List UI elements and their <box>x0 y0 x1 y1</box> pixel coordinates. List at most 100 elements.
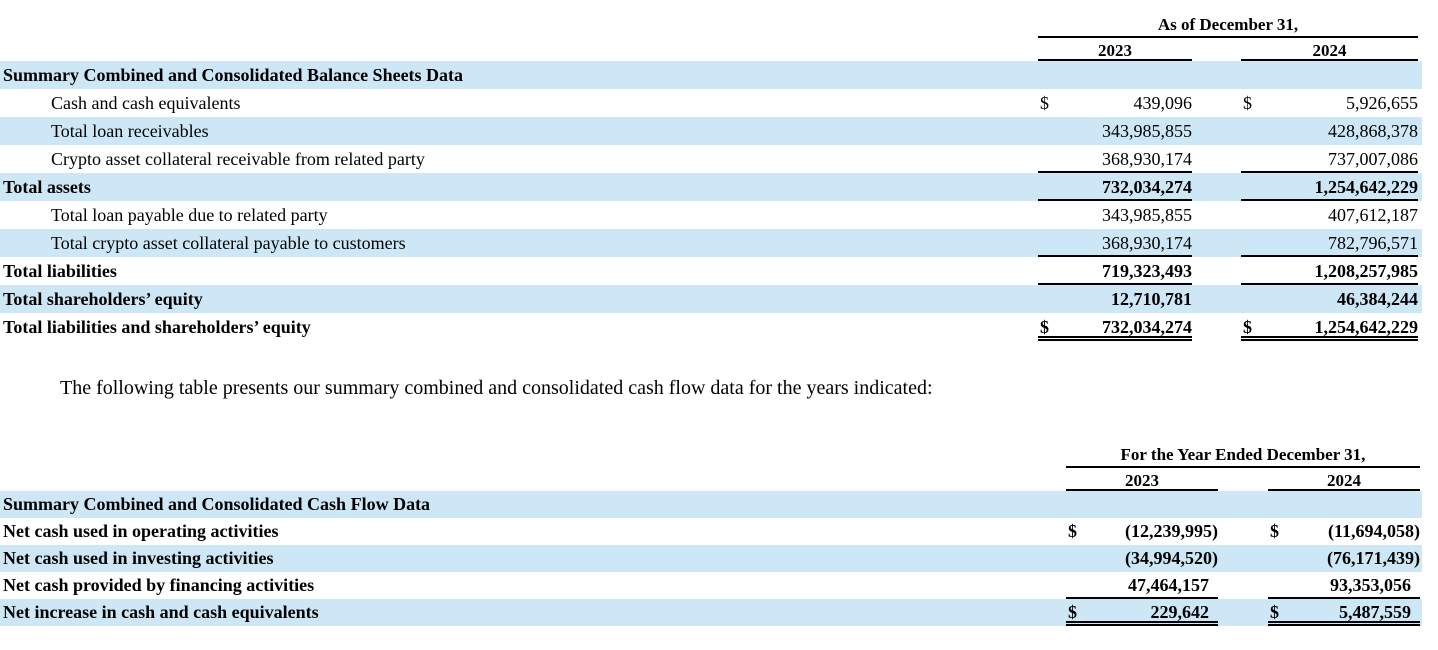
dollar-sign <box>1038 61 1040 89</box>
column-gap <box>1192 38 1241 61</box>
value-cell-2023: 719,323,493 <box>1038 257 1192 285</box>
dollar-sign <box>1241 201 1243 229</box>
table-row: Net cash used in operating activities $ (1… <box>0 518 1422 545</box>
table-row: Crypto asset collateral receivable from … <box>0 145 1422 173</box>
value-cell-2024: 737,007,086 <box>1241 145 1418 173</box>
year-columns: 2023 2024 <box>1066 468 1420 491</box>
dollar-sign <box>1268 545 1270 572</box>
row-label: Total loan receivables <box>51 121 209 141</box>
dollar-sign <box>1038 201 1040 229</box>
row-label: Total assets <box>3 177 91 197</box>
balance-sheet-table: As of December 31, 2023 2024 Summary Com… <box>0 12 1422 341</box>
value-text: 12,710,781 <box>1111 289 1192 309</box>
column-gap <box>1192 229 1241 257</box>
row-right-pad <box>1420 491 1422 518</box>
row-right-pad <box>1420 518 1422 545</box>
value-cell-2023: $229,642 <box>1066 599 1218 626</box>
row-label: Cash and cash equivalents <box>51 93 241 113</box>
value-cell-2023 <box>1066 491 1218 518</box>
column-gap <box>1192 313 1241 341</box>
row-right-pad <box>1418 61 1422 89</box>
value-cell-2024: 93,353,056 <box>1268 572 1420 599</box>
dollar-sign <box>1066 545 1068 572</box>
value-cell-2023: 47,464,157 <box>1066 572 1218 599</box>
dollar-sign <box>1038 229 1040 255</box>
row-label: Total liabilities and shareholders’ equi… <box>3 317 311 337</box>
dollar-sign <box>1241 145 1243 171</box>
balance-sheet-header: As of December 31, 2023 2024 <box>0 12 1422 61</box>
value-cell-2024 <box>1241 61 1418 89</box>
row-right-pad <box>1418 313 1422 341</box>
value-text: 1,254,642,229 <box>1314 317 1419 337</box>
value-cell-2023: 343,985,855 <box>1038 201 1192 229</box>
column-gap <box>1218 572 1268 599</box>
column-gap <box>1192 89 1241 117</box>
value-text: 46,384,244 <box>1337 289 1418 309</box>
table-row: Total liabilities and shareholders’ equi… <box>0 313 1422 341</box>
dollar-sign <box>1268 572 1270 597</box>
table-row: Net cash provided by financing activitie… <box>0 572 1422 599</box>
column-gap <box>1218 599 1268 626</box>
column-gap <box>1218 518 1268 545</box>
row-label: Crypto asset collateral receivable from … <box>51 149 425 169</box>
table-row: Total loan receivables 343,985,855 428,868… <box>0 117 1422 145</box>
value-cell-2024: $5,487,559 <box>1268 599 1420 626</box>
balance-sheet-rows: Summary Combined and Consolidated Balanc… <box>0 61 1422 341</box>
value-text: 407,612,187 <box>1328 205 1418 225</box>
value-cell-2023: 343,985,855 <box>1038 117 1192 145</box>
table-row: Summary Combined and Consolidated Balanc… <box>0 61 1422 89</box>
dollar-sign <box>1241 229 1243 255</box>
column-header-2024: 2024 <box>1241 38 1418 61</box>
dollar-sign: $ <box>1270 602 1279 622</box>
value-cell-2024: 1,208,257,985 <box>1241 257 1418 285</box>
value-cell-2024: 46,384,244 <box>1241 285 1418 313</box>
value-text: 719,323,493 <box>1102 261 1192 281</box>
value-text: 5,487,559 <box>1339 602 1411 622</box>
value-cell-2023: $ (12,239,995) <box>1066 518 1218 545</box>
column-gap <box>1192 257 1241 285</box>
row-label: Net cash used in operating activities <box>3 521 279 541</box>
value-text: 343,985,855 <box>1102 205 1192 225</box>
value-text: 1,208,257,985 <box>1314 261 1419 281</box>
column-gap <box>1192 117 1241 145</box>
dollar-sign <box>1241 257 1243 283</box>
dollar-sign: $ <box>1243 93 1252 113</box>
column-gap <box>1192 285 1241 313</box>
column-gap <box>1192 145 1241 173</box>
dollar-sign: $ <box>1243 317 1252 337</box>
value-cell-2024: 1,254,642,229 <box>1241 173 1418 201</box>
header-right-pad <box>1418 12 1422 61</box>
dollar-sign <box>1241 61 1243 89</box>
dollar-sign <box>1066 491 1068 518</box>
dollar-sign <box>1241 117 1243 145</box>
column-gap <box>1218 545 1268 572</box>
table-row: Summary Combined and Consolidated Cash F… <box>0 491 1422 518</box>
column-gap <box>1192 173 1241 201</box>
value-cell-2023: 12,710,781 <box>1038 285 1192 313</box>
table-row: Total shareholders’ equity 12,710,781 46,3… <box>0 285 1422 313</box>
value-text: 47,464,157 <box>1128 575 1209 595</box>
dollar-sign: $ <box>1068 602 1077 622</box>
column-gap <box>1192 201 1241 229</box>
column-header-2023: 2023 <box>1038 38 1192 61</box>
value-cell-2024 <box>1268 491 1420 518</box>
value-text: 428,868,378 <box>1328 121 1418 141</box>
table-row: Net increase in cash and cash equivalent… <box>0 599 1422 626</box>
value-text: 732,034,274 <box>1102 317 1192 337</box>
row-label: Total crypto asset collateral payable to… <box>51 233 406 253</box>
table-row: Total assets 732,034,274 1,254,642,229 <box>0 173 1422 201</box>
cash-flow-header: For the Year Ended December 31, 2023 202… <box>0 442 1422 491</box>
table-row: Total crypto asset collateral payable to… <box>0 229 1422 257</box>
period-title: For the Year Ended December 31, <box>1066 442 1420 468</box>
value-text: 782,796,571 <box>1328 233 1418 253</box>
row-right-pad <box>1418 229 1422 257</box>
row-label: Net cash provided by financing activitie… <box>3 575 315 595</box>
header-spacer <box>0 442 1066 491</box>
row-right-pad <box>1418 117 1422 145</box>
column-gap <box>1218 468 1268 491</box>
row-right-pad <box>1418 285 1422 313</box>
row-label: Net increase in cash and cash equivalent… <box>3 602 319 622</box>
value-text: 732,034,274 <box>1102 177 1192 197</box>
value-cell-2024: $5,926,655 <box>1241 89 1418 117</box>
value-cell-2023: $732,034,274 <box>1038 313 1192 341</box>
